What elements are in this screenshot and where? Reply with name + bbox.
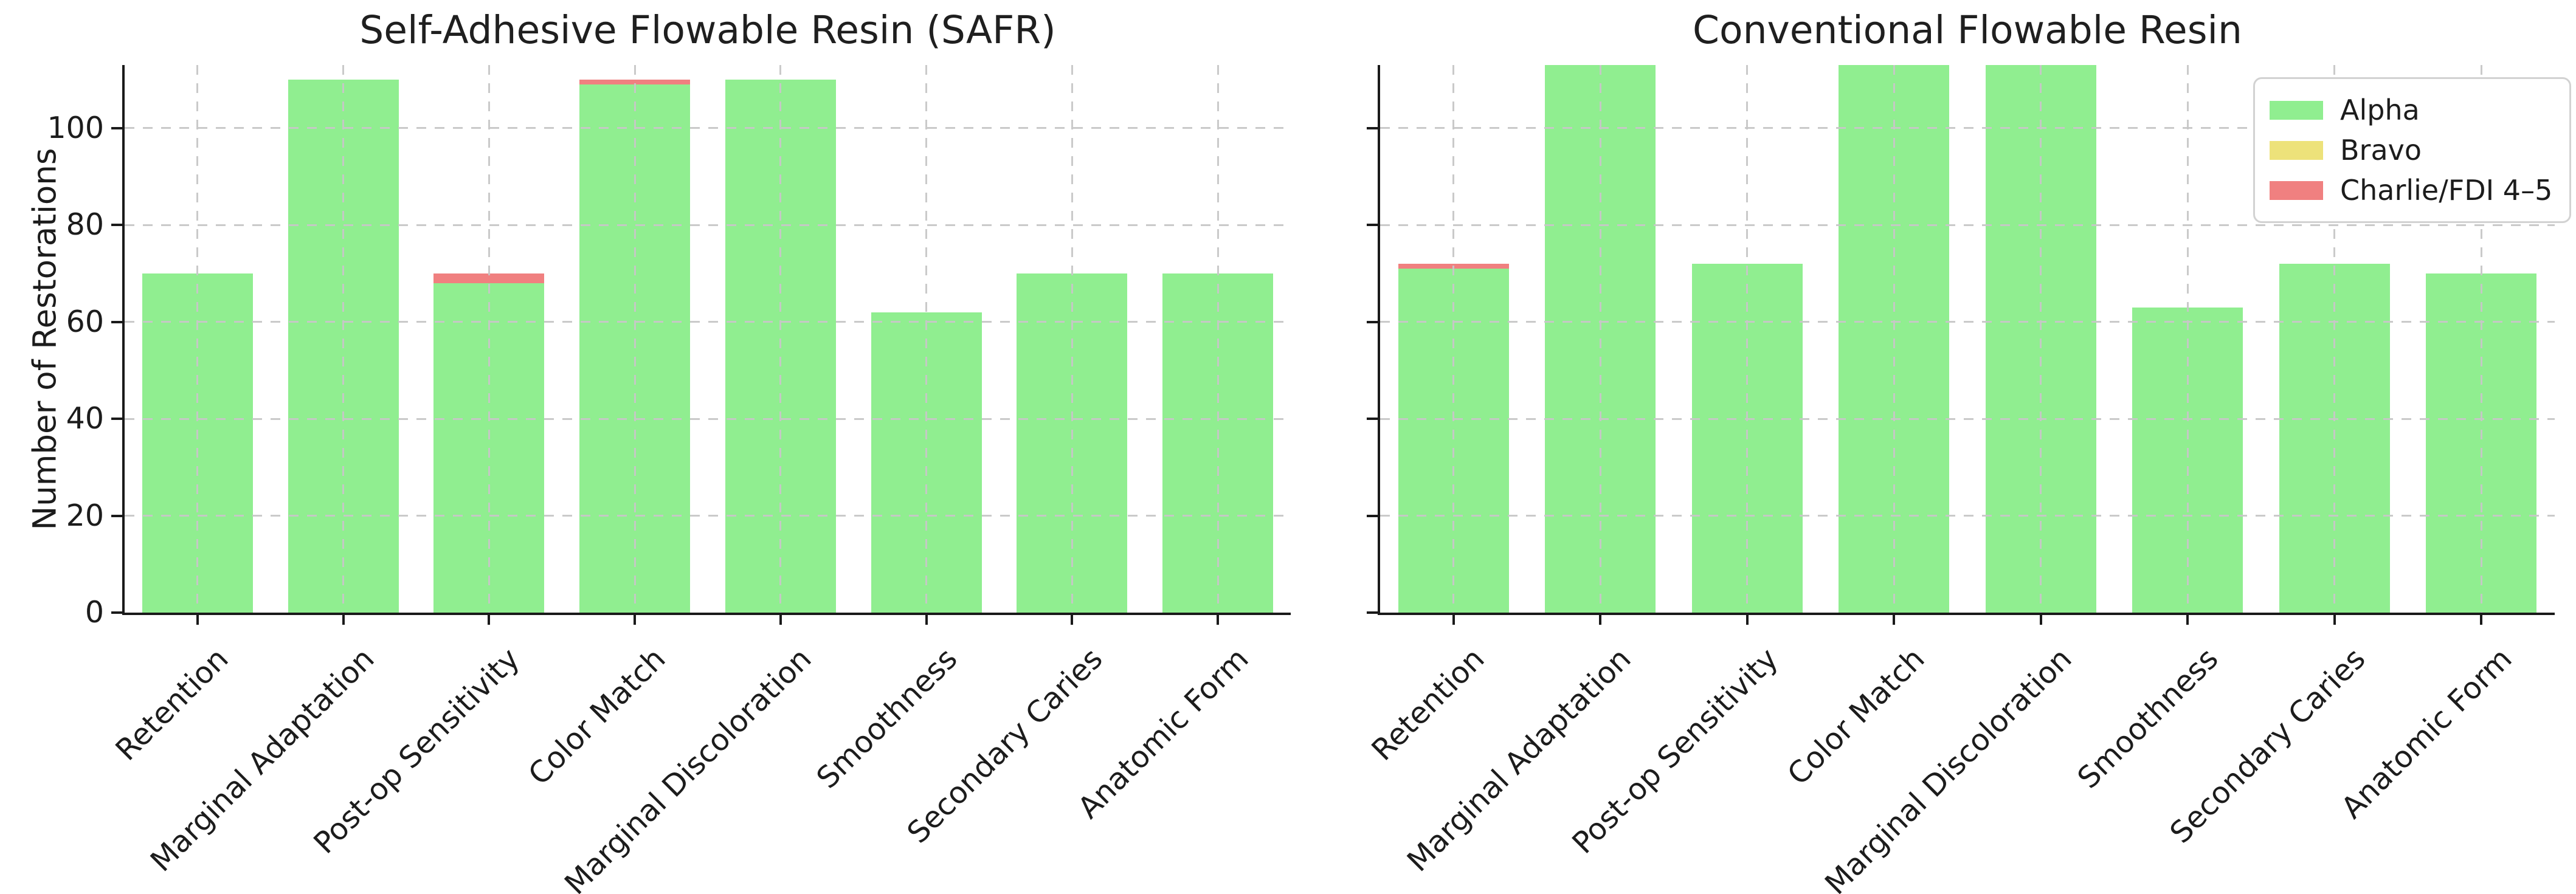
x-tick-mark [196,615,199,625]
y-axis-spine [1378,65,1380,615]
x-tick-mark [2480,615,2483,625]
x-axis-spine [122,613,1291,615]
gridline-vertical [1071,65,1073,613]
gridline-vertical [634,65,636,613]
y-tick-mark [111,418,122,421]
gridline-vertical [2186,65,2189,613]
gridline-vertical [779,65,782,613]
legend-label: Charlie/FDI 4–5 [2340,174,2553,207]
x-tick-mark [1746,615,1749,625]
gridline-vertical [342,65,345,613]
legend-item: Bravo [2270,130,2552,170]
y-tick-mark [111,224,122,227]
x-tick-mark [2186,615,2189,625]
x-tick-mark [634,615,637,625]
gridline-horizontal [125,321,1291,323]
gridline-vertical [925,65,928,613]
gridline-vertical [1599,65,1601,613]
legend-swatch-alpha [2270,100,2323,120]
gridline-horizontal [1380,418,2555,420]
y-tick-mark [1367,320,1378,323]
y-tick-label: 80 [66,207,104,242]
gridline-vertical [1217,65,1219,613]
gridline-horizontal [125,127,1291,129]
x-tick-label: Marginal Discoloration [1818,641,2079,894]
gridline-vertical [1893,65,1895,613]
gridline-horizontal [125,418,1291,420]
legend-swatch-bravo [2270,140,2323,160]
y-tick-label: 40 [66,401,104,436]
chart-title-safr: Self-Adhesive Flowable Resin (SAFR) [359,8,1056,52]
gridline-vertical [2333,65,2336,613]
conventional-chart-axes: Alpha Bravo Charlie/FDI 4–5 Retention Margi… [1365,65,2572,894]
gridline-horizontal [1380,224,2555,226]
legend: Alpha Bravo Charlie/FDI 4–5 [2253,77,2572,223]
x-tick-mark [342,615,345,625]
y-tick-label: 60 [66,304,104,339]
gridline-horizontal [125,224,1291,226]
y-tick-label: 100 [47,110,104,145]
x-tick-label: Color Match [1781,641,1932,792]
y-axis-spine [122,65,125,615]
gridline-vertical [488,65,490,613]
x-tick-mark [1599,615,1602,625]
gridline-horizontal [1380,127,2555,129]
y-tick-label: 0 [85,595,104,630]
gridline-horizontal [125,515,1291,517]
y-tick-mark [1367,611,1378,614]
y-tick-label: 20 [66,498,104,533]
legend-label: Bravo [2340,134,2422,167]
x-tick-label: Smoothness [2071,641,2225,796]
y-tick-mark [111,320,122,323]
legend-item: Alpha [2270,90,2552,130]
x-tick-mark [2039,615,2042,625]
x-tick-mark [488,615,491,625]
x-tick-mark [1452,615,1455,625]
gridline-vertical [2480,65,2482,613]
x-tick-label: Smoothness [809,641,964,796]
x-tick-mark [925,615,928,625]
y-tick-mark [1367,126,1378,129]
x-tick-label: Color Match [522,641,672,792]
gridline-vertical [1452,65,1455,613]
x-axis-spine [1378,613,2555,615]
gridline-horizontal [1380,515,2555,517]
gridline-vertical [1746,65,1749,613]
gridline-horizontal [1380,321,2555,323]
legend-swatch-charlie [2270,181,2323,200]
x-tick-mark [1071,615,1074,625]
safr-chart-axes: Retention Marginal Adaptation Post-op Sens… [47,65,1291,894]
gridline-vertical [2040,65,2042,613]
gridline-vertical [196,65,199,613]
y-tick-mark [1367,514,1378,517]
y-axis-label: Number of Restorations [26,148,64,531]
x-tick-label: Retention [1364,641,1491,768]
x-tick-mark [1217,615,1220,625]
y-tick-mark [111,126,122,129]
chart-title-conventional: Conventional Flowable Resin [1693,8,2242,52]
legend-item: Charlie/FDI 4–5 [2270,170,2552,210]
x-tick-mark [2333,615,2336,625]
x-tick-label: Marginal Discoloration [558,641,818,894]
x-tick-label: Retention [109,641,235,768]
y-tick-mark [1367,224,1378,227]
x-tick-mark [779,615,782,625]
x-tick-mark [1893,615,1896,625]
legend-label: Alpha [2340,94,2420,126]
y-tick-mark [1367,418,1378,421]
y-tick-mark [111,611,122,614]
y-tick-mark [111,514,122,517]
